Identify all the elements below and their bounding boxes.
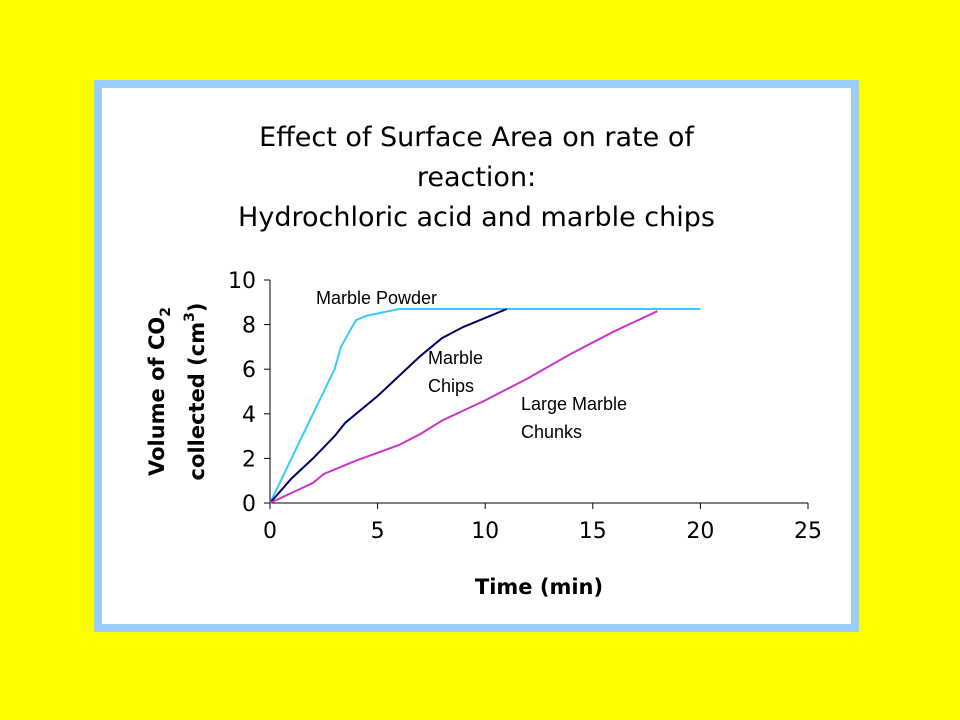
chart-title: Effect of Surface Area on rate of reacti… [102,118,851,238]
x-tick-label: 15 [579,519,607,544]
y-tick-label: 6 [242,358,256,383]
y-axis-label-sup: 3 [182,312,198,322]
svg-text:Volume of CO2: Volume of CO2 [145,307,174,476]
annotation-marble-powder: Marble Powder [316,288,437,308]
title-line-3: Hydrochloric acid and marble chips [238,202,715,233]
y-tick-label: 2 [242,447,256,472]
x-tick-label: 5 [371,519,385,544]
title-line-2: reaction: [416,162,537,193]
annotation-large-marble-chunks: Large Marble Chunks [521,394,632,442]
annotation-marble-chips: Marble Chips [428,348,488,396]
y-tick-label: 8 [242,314,256,339]
x-tick-label: 25 [794,519,822,544]
x-axis-label: Time (min) [475,575,603,599]
chart-plot: 0 5 10 15 20 25 0 2 4 6 8 10 Time (min) Volume of … [145,269,822,599]
svg-text:collected (cm3): collected (cm3) [182,303,209,481]
axes [269,280,808,504]
series-line-1 [269,308,508,504]
y-tick-label: 10 [228,269,256,294]
x-tick-label: 0 [263,519,277,544]
y-axis-label-sub: 2 [158,307,174,317]
y-axis-label-end: ) [185,303,209,313]
y-tick-label: 4 [242,403,256,428]
series-line-0 [269,308,701,504]
chart-panel: Effect of Surface Area on rate of reacti… [94,80,859,632]
x-tick-label: 10 [471,519,499,544]
y-tick-label: 0 [242,492,256,517]
y-axis-label-line1: Volume of CO [145,317,169,476]
annotations: Marble Powder Marble Chips Large Marble … [316,288,632,442]
title-line-1: Effect of Surface Area on rate of [259,122,694,153]
x-tick-label: 20 [686,519,714,544]
y-axis-label: Volume of CO2 collected (cm3) [145,303,209,481]
x-axis-ticks: 0 5 10 15 20 25 [263,503,822,544]
series-lines [269,308,701,504]
series-line-2 [269,310,658,504]
y-axis-ticks: 0 2 4 6 8 10 [228,269,270,517]
y-axis-label-line2: collected (cm [185,322,209,481]
